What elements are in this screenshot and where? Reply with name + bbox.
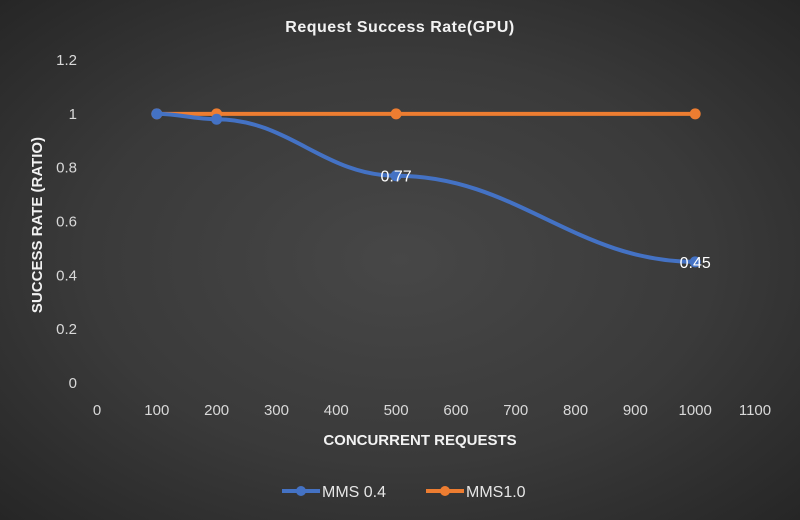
y-axis-label: SUCCESS RATE (RATIO) <box>29 137 46 313</box>
legend-label: MMS 0.4 <box>322 484 386 501</box>
x-tick-label: 1000 <box>678 402 711 419</box>
x-tick-label: 400 <box>324 402 349 419</box>
y-tick-label: 0.6 <box>56 214 77 231</box>
legend-marker <box>296 486 306 496</box>
y-tick-label: 1 <box>69 106 77 123</box>
x-tick-label: 200 <box>204 402 229 419</box>
x-tick-label: 100 <box>144 402 169 419</box>
x-tick-label: 1100 <box>739 402 771 419</box>
x-tick-label: 700 <box>503 402 528 419</box>
x-tick-label: 500 <box>384 402 409 419</box>
y-tick-label: 0.4 <box>56 267 77 284</box>
legend-marker <box>440 486 450 496</box>
chart-title: Request Success Rate(GPU) <box>285 19 514 36</box>
legend-item: MMS 0.4 <box>282 484 386 501</box>
legend-label: MMS1.0 <box>466 484 526 501</box>
series-line <box>154 111 698 264</box>
data-label: 0.45 <box>680 255 711 272</box>
x-axis-label: CONCURRENT REQUESTS <box>323 432 516 449</box>
y-tick-label: 0.8 <box>56 160 77 177</box>
data-point <box>689 108 701 120</box>
y-tick-label: 1.2 <box>56 52 77 69</box>
x-tick-label: 800 <box>563 402 588 419</box>
y-tick-label: 0 <box>69 375 77 392</box>
data-label: 0.77 <box>381 169 412 186</box>
x-tick-label: 300 <box>264 402 289 419</box>
data-point <box>390 170 402 182</box>
x-tick-label: 0 <box>93 402 101 419</box>
data-point <box>211 113 223 125</box>
data-point <box>151 108 163 120</box>
legend-item: MMS1.0 <box>426 484 526 501</box>
y-tick-label: 0.2 <box>56 321 77 338</box>
x-tick-label: 600 <box>443 402 468 419</box>
data-point <box>689 256 701 268</box>
x-tick-label: 900 <box>623 402 648 419</box>
data-point <box>390 108 402 120</box>
